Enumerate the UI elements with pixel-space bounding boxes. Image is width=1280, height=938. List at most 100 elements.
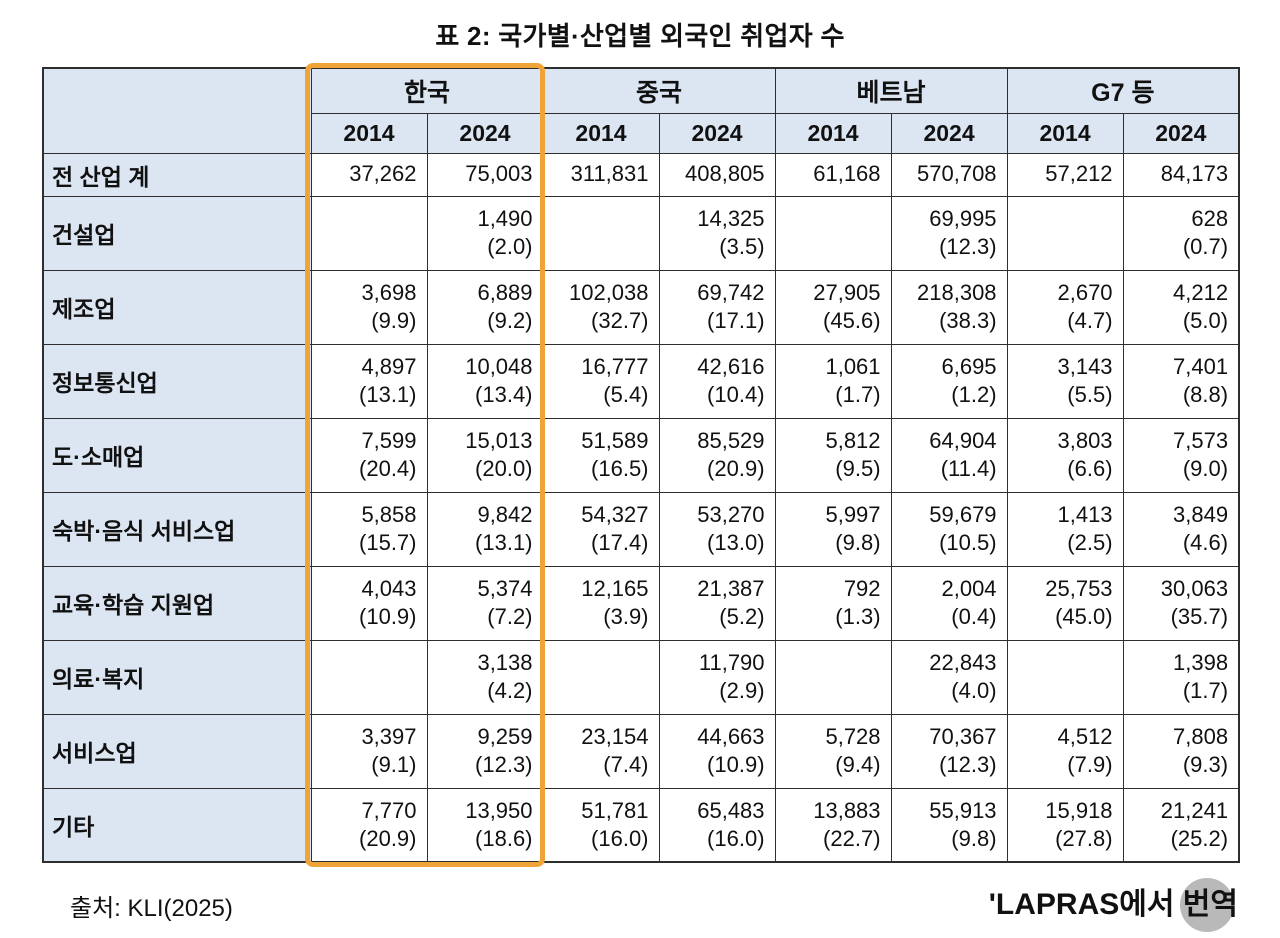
cell-value: 3,138 (477, 649, 533, 675)
cell-percent: (5.2) (719, 604, 765, 629)
cell-value: 25,753 (1045, 575, 1113, 601)
cell-percent: (7.9) (1067, 752, 1113, 777)
year-header-row: 2014 2024 2014 2024 2014 2024 2014 2024 (43, 112, 1240, 154)
cell-percent: (2.0) (487, 234, 533, 259)
value-cell: 10,048 (13.4) (426, 343, 544, 419)
value-cell: 6,695 (1.2) (890, 343, 1008, 419)
cell-value: 30,063 (1160, 575, 1229, 601)
value-cell: 1,490 (2.0) (426, 195, 544, 271)
column-group-china: 중국 (542, 67, 776, 114)
cell-percent: (4.7) (1067, 308, 1113, 333)
value-cell: 53,270 (13.0) (658, 491, 776, 567)
row-label: 정보통신업 (42, 343, 312, 419)
cell-value: 15,918 (1045, 797, 1113, 823)
cell-value: 5,812 (825, 427, 881, 453)
value-cell (774, 639, 892, 715)
value-cell: 5,374 (7.2) (426, 565, 544, 641)
cell-value: 11,790 (698, 649, 765, 675)
cell-percent: (9.4) (835, 752, 881, 777)
cell-percent: (45.0) (1055, 604, 1113, 629)
cell-percent: (0.7) (1182, 234, 1229, 259)
cell-percent: (9.3) (1182, 752, 1229, 777)
value-cell: 59,679 (10.5) (890, 491, 1008, 567)
value-cell: 25,753 (45.0) (1006, 565, 1124, 641)
cell-percent: (9.0) (1182, 456, 1229, 481)
cell-percent: (4.6) (1182, 530, 1229, 555)
cell-percent: (17.1) (707, 308, 765, 333)
cell-value: 69,742 (697, 279, 765, 305)
value-cell: 5,997 (9.8) (774, 491, 892, 567)
cell-value: 14,325 (697, 205, 765, 231)
cell-percent: (20.9) (359, 825, 417, 851)
cell-percent: (13.4) (475, 382, 533, 407)
cell-value: 628 (1191, 205, 1229, 231)
value-cell: 15,918 (27.8) (1006, 787, 1124, 863)
value-cell: 51,781 (16.0) (542, 787, 660, 863)
value-cell: 69,995 (12.3) (890, 195, 1008, 271)
value-cell: 2,004 (0.4) (890, 565, 1008, 641)
cell-value: 7,599 (361, 427, 417, 453)
value-cell: 628 (0.7) (1122, 195, 1240, 271)
cell-percent: (8.8) (1182, 382, 1229, 407)
cell-value: 4,512 (1057, 723, 1113, 749)
value-cell: 13,950 (18.6) (426, 787, 544, 863)
cell-percent: (15.7) (359, 530, 417, 555)
cell-value: 23,154 (581, 723, 649, 749)
cell-percent: (6.6) (1067, 456, 1113, 481)
year-header: 2014 (774, 112, 892, 154)
value-cell: 64,904 (11.4) (890, 417, 1008, 493)
cell-percent: (5.4) (603, 382, 649, 407)
year-header: 2024 (1122, 112, 1240, 154)
value-cell: 102,038 (32.7) (542, 269, 660, 345)
cell-percent: (1.2) (951, 382, 997, 407)
value-cell: 55,913 (9.8) (890, 787, 1008, 863)
row-label: 건설업 (42, 195, 312, 271)
row-label: 숙박·음식 서비스업 (42, 491, 312, 567)
value-cell: 85,529 (20.9) (658, 417, 776, 493)
value-cell: 1,413 (2.5) (1006, 491, 1124, 567)
cell-percent: (45.6) (823, 308, 881, 333)
cell-value: 53,270 (697, 501, 765, 527)
value-cell: 4,512 (7.9) (1006, 713, 1124, 789)
value-cell: 61,168 (774, 152, 892, 197)
value-cell: 7,401 (8.8) (1122, 343, 1240, 419)
cell-percent: (0.4) (951, 604, 997, 629)
cell-value: 6,695 (941, 353, 997, 379)
cell-value: 27,905 (813, 279, 881, 305)
value-cell: 44,663 (10.9) (658, 713, 776, 789)
cell-value: 408,805 (685, 161, 765, 187)
row-label: 교육·학습 지원업 (42, 565, 312, 641)
value-cell: 311,831 (542, 152, 660, 197)
cell-percent: (9.8) (835, 530, 881, 555)
table-row: 기타 7,770 (20.9) 13,950 (18.6) 51,781 (16.0) 65,… (42, 787, 1240, 863)
cell-value: 792 (843, 575, 881, 601)
value-cell: 408,805 (658, 152, 776, 197)
cell-percent: (20.9) (707, 456, 765, 481)
value-cell: 11,790 (2.9) (658, 639, 776, 715)
column-group-g7: G7 등 (1006, 67, 1240, 114)
cell-value: 64,904 (929, 427, 997, 453)
cell-value: 13,883 (813, 797, 881, 823)
cell-value: 5,728 (825, 723, 881, 749)
cell-percent: (10.4) (707, 382, 765, 407)
value-cell: 218,308 (38.3) (890, 269, 1008, 345)
cell-value: 61,168 (813, 161, 881, 187)
cell-value: 10,048 (465, 353, 533, 379)
value-cell: 51,589 (16.5) (542, 417, 660, 493)
row-label: 전 산업 계 (42, 152, 312, 197)
cell-percent: (9.9) (371, 308, 417, 333)
group-header-row: 한국 중국 베트남 G7 등 (42, 67, 1240, 154)
cell-value: 1,061 (825, 353, 881, 379)
cell-percent: (17.4) (591, 530, 649, 555)
cell-percent: (25.2) (1170, 825, 1229, 851)
cell-percent: (5.0) (1182, 308, 1229, 333)
cell-value: 75,003 (465, 161, 533, 187)
value-cell: 2,670 (4.7) (1006, 269, 1124, 345)
value-cell (542, 639, 660, 715)
value-cell: 7,573 (9.0) (1122, 417, 1240, 493)
cell-value: 65,483 (697, 797, 765, 823)
watermark-circle (1180, 878, 1234, 932)
cell-value: 6,889 (477, 279, 533, 305)
cell-value: 84,173 (1160, 161, 1229, 187)
table-row: 서비스업 3,397 (9.1) 9,259 (12.3) 23,154 (7.4) 44,6… (42, 713, 1240, 789)
